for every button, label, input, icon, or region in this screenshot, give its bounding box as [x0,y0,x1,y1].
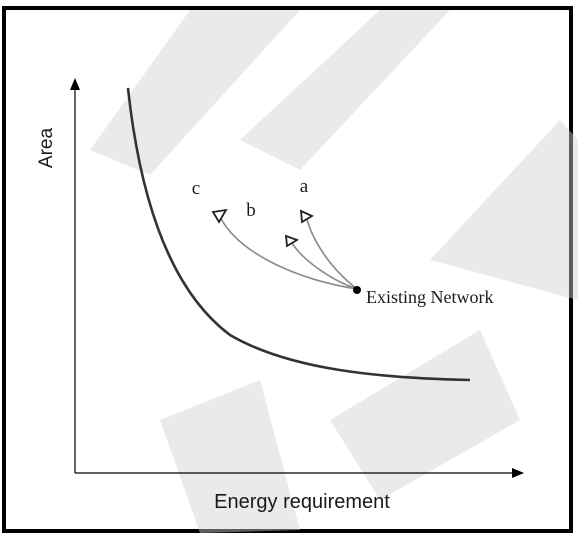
label-a: a [300,176,309,197]
existing-network-point [353,286,361,294]
existing-network-label: Existing Network [366,287,494,307]
area-energy-curve [126,87,471,382]
arrow-head-a [299,209,314,224]
y-axis-label: Area [36,128,57,169]
arrow-head-b [284,234,300,248]
path-a [305,215,358,290]
y-axis-arrow [70,78,80,90]
x-axis-arrow [512,468,524,478]
watermark [90,10,578,533]
arrow-head-c [211,208,228,224]
label-c: c [192,178,200,199]
path-c [219,216,358,290]
label-b: b [246,200,256,221]
path-b [290,240,358,290]
x-axis-label: Energy requirement [214,491,390,513]
